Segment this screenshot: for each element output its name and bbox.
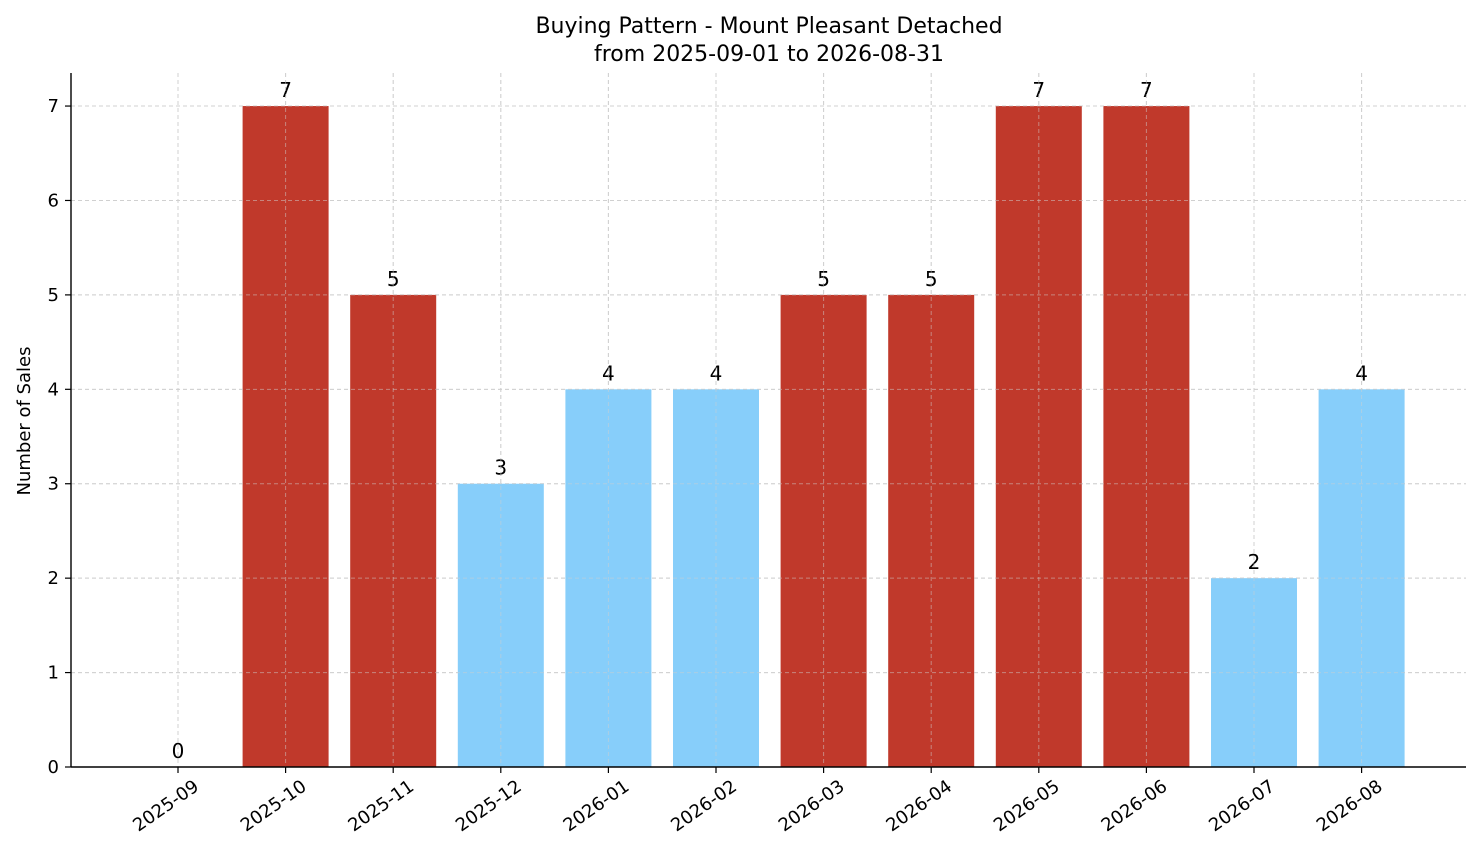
x-tick-label: 2026-03 xyxy=(775,776,849,836)
x-tick-label: 2025-12 xyxy=(452,776,526,836)
x-tick-label: 2026-05 xyxy=(990,776,1064,836)
x-tick-label: 2025-10 xyxy=(237,776,311,836)
x-tick-label: 2026-01 xyxy=(560,776,634,836)
chart-subtitle: from 2025-09-01 to 2026-08-31 xyxy=(594,42,944,67)
y-tick-label: 0 xyxy=(48,757,59,778)
y-tick-label: 4 xyxy=(48,379,59,400)
x-tick-label: 2025-11 xyxy=(344,776,418,836)
x-tick-label: 2026-06 xyxy=(1098,776,1172,836)
x-tick-label: 2026-07 xyxy=(1205,776,1279,836)
y-tick-label: 3 xyxy=(48,474,59,495)
bars xyxy=(242,106,1405,768)
y-axis-label: Number of Sales xyxy=(14,346,35,495)
bar-value-label: 4 xyxy=(710,361,723,385)
bar-value-label: 2 xyxy=(1248,550,1261,574)
y-tick-label: 2 xyxy=(48,568,59,589)
y-tick-label: 7 xyxy=(48,96,59,117)
bar xyxy=(1103,106,1190,768)
bar-value-label: 4 xyxy=(602,361,615,385)
bar-value-label: 0 xyxy=(172,739,185,763)
bar xyxy=(995,106,1082,768)
y-tick-label: 1 xyxy=(48,663,59,684)
y-tick-label: 6 xyxy=(48,190,59,211)
y-tick-label: 5 xyxy=(48,285,59,306)
bar-value-label: 4 xyxy=(1355,361,1368,385)
x-tick-label: 2026-04 xyxy=(882,776,956,836)
bar xyxy=(242,106,329,768)
chart-title: Buying Pattern - Mount Pleasant Detached xyxy=(535,14,1002,39)
x-tick-label: 2025-09 xyxy=(129,776,203,836)
x-tick-label: 2026-02 xyxy=(667,776,741,836)
x-tick-label: 2026-08 xyxy=(1313,776,1387,836)
